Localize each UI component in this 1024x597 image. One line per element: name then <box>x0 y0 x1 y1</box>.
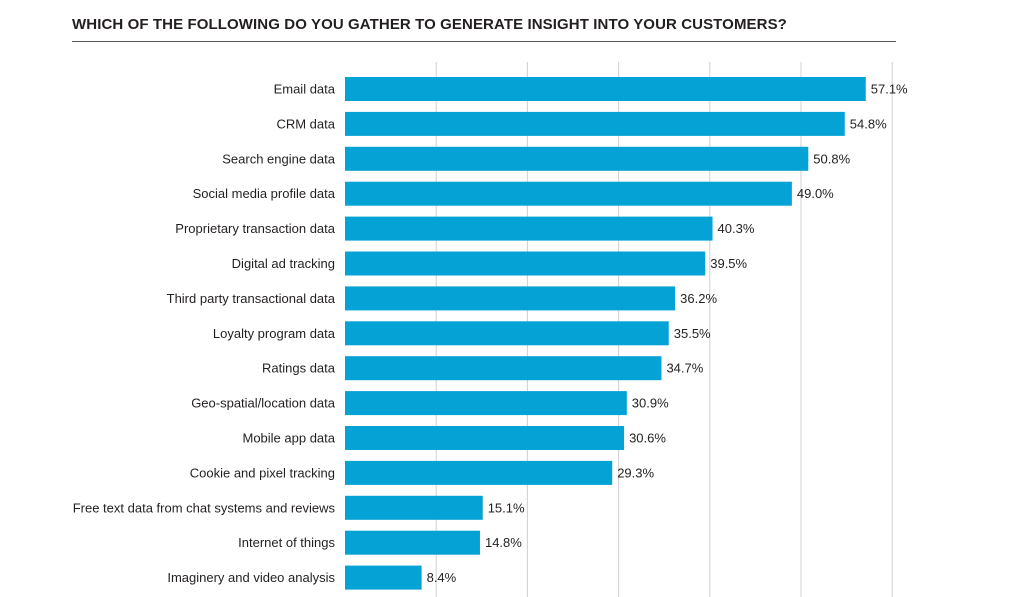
value-label: 29.3% <box>617 465 654 480</box>
bar-7 <box>345 286 676 311</box>
value-label: 8.4% <box>427 570 457 585</box>
category-label: Imaginery and video analysis <box>167 570 335 585</box>
category-label: Free text data from chat systems and rev… <box>73 500 336 515</box>
value-label: 54.8% <box>850 116 887 131</box>
category-label: Internet of things <box>238 535 335 550</box>
value-label: 30.9% <box>632 396 669 411</box>
bar-13 <box>345 495 483 520</box>
category-label: Mobile app data <box>242 431 335 446</box>
category-label: Ratings data <box>262 361 336 376</box>
value-label: 40.3% <box>718 221 755 236</box>
value-label: 36.2% <box>680 291 717 306</box>
category-label: Digital ad tracking <box>232 256 335 271</box>
bars <box>345 77 866 590</box>
category-label: Third party transactional data <box>167 291 336 306</box>
bar-1 <box>345 77 866 101</box>
value-label: 57.1% <box>871 82 908 97</box>
chart-title: WHICH OF THE FOLLOWING DO YOU GATHER TO … <box>72 16 787 33</box>
bar-12 <box>345 460 613 485</box>
category-label: Geo-spatial/location data <box>191 396 336 411</box>
category-label: Social media profile data <box>193 186 336 201</box>
category-label: Proprietary transaction data <box>175 221 335 236</box>
category-label: CRM data <box>276 116 335 131</box>
bar-15 <box>345 565 422 590</box>
bar-8 <box>345 321 669 346</box>
value-label: 34.7% <box>666 361 703 376</box>
title-divider <box>72 41 896 42</box>
bar-11 <box>345 426 625 450</box>
value-label: 39.5% <box>710 256 747 271</box>
bar-4 <box>345 181 792 206</box>
value-label: 50.8% <box>813 151 850 166</box>
category-label: Cookie and pixel tracking <box>190 465 335 480</box>
bar-6 <box>345 251 706 276</box>
bar-2 <box>345 111 845 136</box>
value-label: 35.5% <box>674 326 711 341</box>
value-label: 30.6% <box>629 431 666 446</box>
bar-14 <box>345 530 480 555</box>
value-labels: 57.1% 54.8% 50.8% 49.0% 40.3% 39.5% 36.2% 35.5%… <box>427 82 908 586</box>
value-label: 49.0% <box>797 186 834 201</box>
value-label: 15.1% <box>488 500 525 515</box>
bar-3 <box>345 146 809 171</box>
bar-9 <box>345 356 662 381</box>
bar-5 <box>345 216 713 241</box>
category-label: Email data <box>274 82 336 97</box>
category-label: Search engine data <box>222 151 336 166</box>
bar-10 <box>345 391 627 416</box>
category-labels: Email data CRM data Search engine data Soci… <box>73 82 336 586</box>
category-label: Loyalty program data <box>213 326 336 341</box>
value-label: 14.8% <box>485 535 522 550</box>
